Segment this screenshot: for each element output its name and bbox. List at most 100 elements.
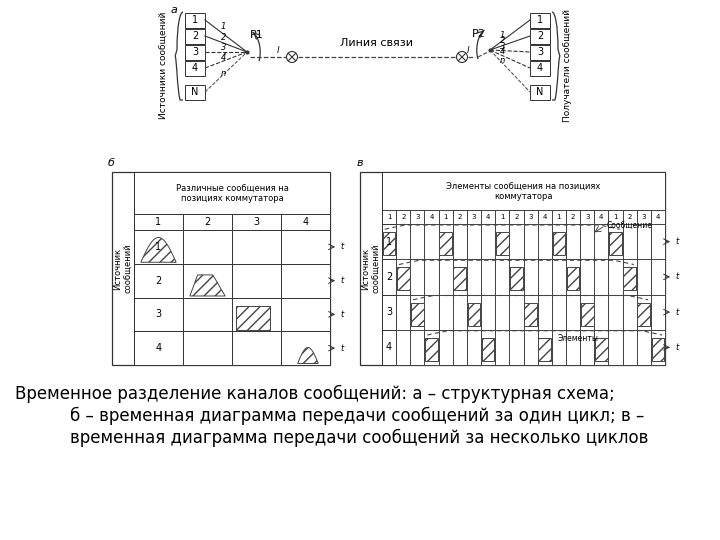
Text: б: б (108, 158, 115, 168)
Bar (566, 224, 580, 259)
Text: 1: 1 (387, 214, 392, 220)
Bar (530, 29, 550, 44)
Bar (396, 294, 410, 330)
Bar (281, 298, 330, 331)
Bar (566, 330, 580, 365)
Bar (481, 330, 495, 365)
Text: 3: 3 (585, 214, 590, 220)
Bar (523, 224, 538, 259)
Bar (594, 294, 608, 330)
Bar (134, 298, 183, 331)
Bar (495, 259, 509, 294)
Bar (566, 210, 580, 224)
Bar (425, 259, 438, 294)
Bar (382, 330, 396, 365)
Bar (467, 294, 481, 330)
Text: 4: 4 (537, 63, 543, 73)
Bar (425, 330, 438, 365)
Bar (410, 259, 425, 294)
Bar (530, 84, 550, 99)
Bar (453, 330, 467, 365)
Text: 3: 3 (192, 47, 198, 57)
Bar (538, 294, 552, 330)
Bar (552, 330, 566, 365)
Bar (438, 224, 453, 259)
Bar (439, 232, 452, 255)
Bar (185, 84, 205, 99)
Text: t: t (340, 310, 343, 319)
Text: 1: 1 (557, 214, 561, 220)
Text: t: t (675, 343, 678, 352)
Bar (183, 298, 232, 331)
Text: 1: 1 (156, 242, 161, 252)
Bar (397, 267, 410, 291)
Bar (566, 259, 580, 294)
Bar (509, 330, 523, 365)
Bar (609, 232, 622, 255)
Bar (530, 44, 550, 59)
Bar (608, 330, 623, 365)
Polygon shape (141, 238, 176, 262)
Text: 2: 2 (386, 272, 392, 282)
Bar (396, 259, 410, 294)
Bar (467, 302, 480, 326)
Text: 4: 4 (192, 63, 198, 73)
Bar (594, 330, 608, 365)
Bar (580, 259, 594, 294)
Text: 4: 4 (221, 53, 226, 63)
Bar (232, 230, 281, 264)
Bar (481, 294, 495, 330)
Bar (538, 330, 552, 365)
Text: a: a (171, 5, 177, 15)
Bar (538, 224, 552, 259)
Bar (454, 267, 466, 291)
Text: 4: 4 (656, 214, 660, 220)
Text: Источники сообщений: Источники сообщений (158, 11, 168, 119)
Bar (566, 294, 580, 330)
Bar (523, 259, 538, 294)
Bar (183, 331, 232, 365)
Bar (232, 298, 281, 331)
Bar (382, 210, 396, 224)
Bar (552, 294, 566, 330)
Bar (134, 230, 183, 264)
Text: l: l (467, 46, 469, 55)
Bar (594, 259, 608, 294)
Text: t: t (675, 237, 678, 246)
Bar (185, 60, 205, 76)
Text: Элементы: Элементы (557, 334, 598, 343)
Text: 1: 1 (386, 237, 392, 247)
Text: 1: 1 (192, 15, 198, 25)
Bar (185, 12, 205, 28)
Bar (538, 259, 552, 294)
Text: Получатели сообщений: Получатели сообщений (562, 9, 572, 122)
Bar (595, 338, 608, 361)
Bar (134, 214, 183, 230)
Bar (425, 338, 438, 361)
Bar (636, 294, 651, 330)
Text: б – временная диаграмма передачи сообщений за один цикл; в –: б – временная диаграмма передачи сообщен… (70, 407, 644, 425)
Bar (467, 224, 481, 259)
Text: 3: 3 (221, 43, 226, 52)
Text: 4: 4 (486, 214, 490, 220)
Bar (636, 224, 651, 259)
Text: 2: 2 (537, 31, 543, 41)
Text: 3: 3 (500, 42, 505, 51)
Text: P2: P2 (472, 29, 486, 39)
Text: Источник
сообщений: Источник сообщений (113, 244, 132, 293)
Text: 3: 3 (415, 214, 420, 220)
Bar (580, 224, 594, 259)
Text: Временное разделение каналов сообщений: а – структурная схема;: Временное разделение каналов сообщений: … (15, 385, 615, 403)
Bar (594, 224, 608, 259)
Text: N: N (192, 87, 199, 97)
Polygon shape (297, 347, 318, 363)
Bar (481, 224, 495, 259)
Bar (438, 330, 453, 365)
Bar (651, 259, 665, 294)
Bar (183, 230, 232, 264)
Bar (438, 210, 453, 224)
Bar (481, 210, 495, 224)
Bar (509, 224, 523, 259)
Text: 1: 1 (500, 30, 505, 39)
Bar (608, 224, 623, 259)
